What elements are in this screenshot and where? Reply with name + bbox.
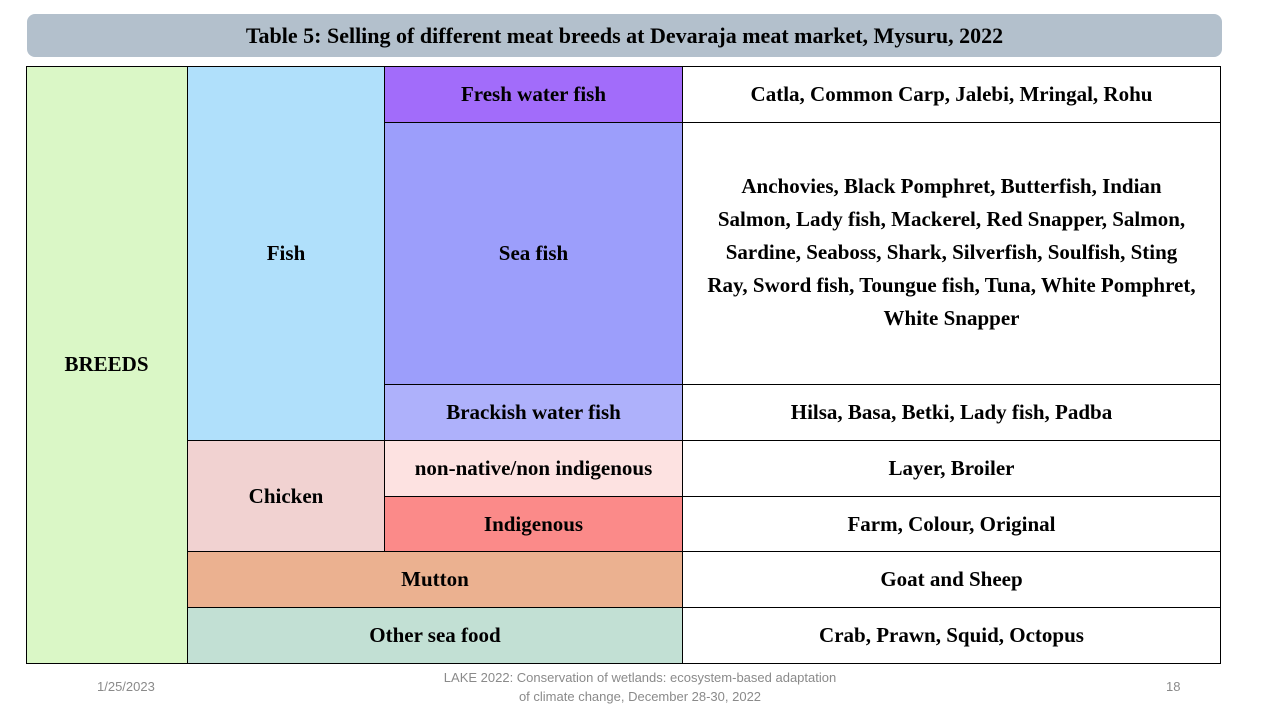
footer-conference: LAKE 2022: Conservation of wetlands: eco…	[443, 670, 837, 704]
indigenous-chicken-list: Farm, Colour, Original	[683, 497, 1221, 552]
breeds-header-cell: BREEDS	[26, 66, 188, 664]
mutton-list: Goat and Sheep	[683, 552, 1221, 608]
brackish-water-fish-list: Hilsa, Basa, Betki, Lady fish, Padba	[683, 385, 1221, 441]
footer-page-number: 18	[1166, 679, 1181, 694]
non-native-chicken-cell: non-native/non indigenous	[385, 441, 683, 497]
fresh-water-fish-list: Catla, Common Carp, Jalebi, Mringal, Roh…	[683, 66, 1221, 123]
sea-fish-list: Anchovies, Black Pomphret, Butterfish, I…	[683, 123, 1221, 385]
non-native-chicken-list: Layer, Broiler	[683, 441, 1221, 497]
brackish-water-fish-cell: Brackish water fish	[385, 385, 683, 441]
sea-fish-cell: Sea fish	[385, 123, 683, 385]
footer-date: 1/25/2023	[97, 679, 155, 694]
fish-category-cell: Fish	[188, 66, 385, 441]
mutton-category-cell: Mutton	[188, 552, 683, 608]
fresh-water-fish-cell: Fresh water fish	[385, 66, 683, 123]
other-sea-food-category-cell: Other sea food	[188, 608, 683, 664]
indigenous-chicken-cell: Indigenous	[385, 497, 683, 552]
chicken-category-cell: Chicken	[188, 441, 385, 552]
other-sea-food-list: Crab, Prawn, Squid, Octopus	[683, 608, 1221, 664]
table-title: Table 5: Selling of different meat breed…	[27, 14, 1222, 57]
